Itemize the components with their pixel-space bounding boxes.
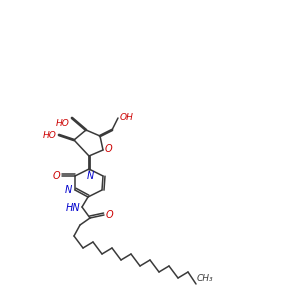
Text: CH₃: CH₃	[197, 274, 214, 283]
Text: O: O	[106, 210, 114, 220]
Text: HO: HO	[43, 130, 57, 140]
Text: N: N	[65, 185, 72, 195]
Text: HN: HN	[65, 203, 80, 213]
Text: O: O	[105, 144, 112, 154]
Text: O: O	[52, 171, 60, 181]
Text: HO: HO	[56, 119, 70, 128]
Text: N: N	[86, 171, 94, 181]
Text: OH: OH	[120, 113, 134, 122]
